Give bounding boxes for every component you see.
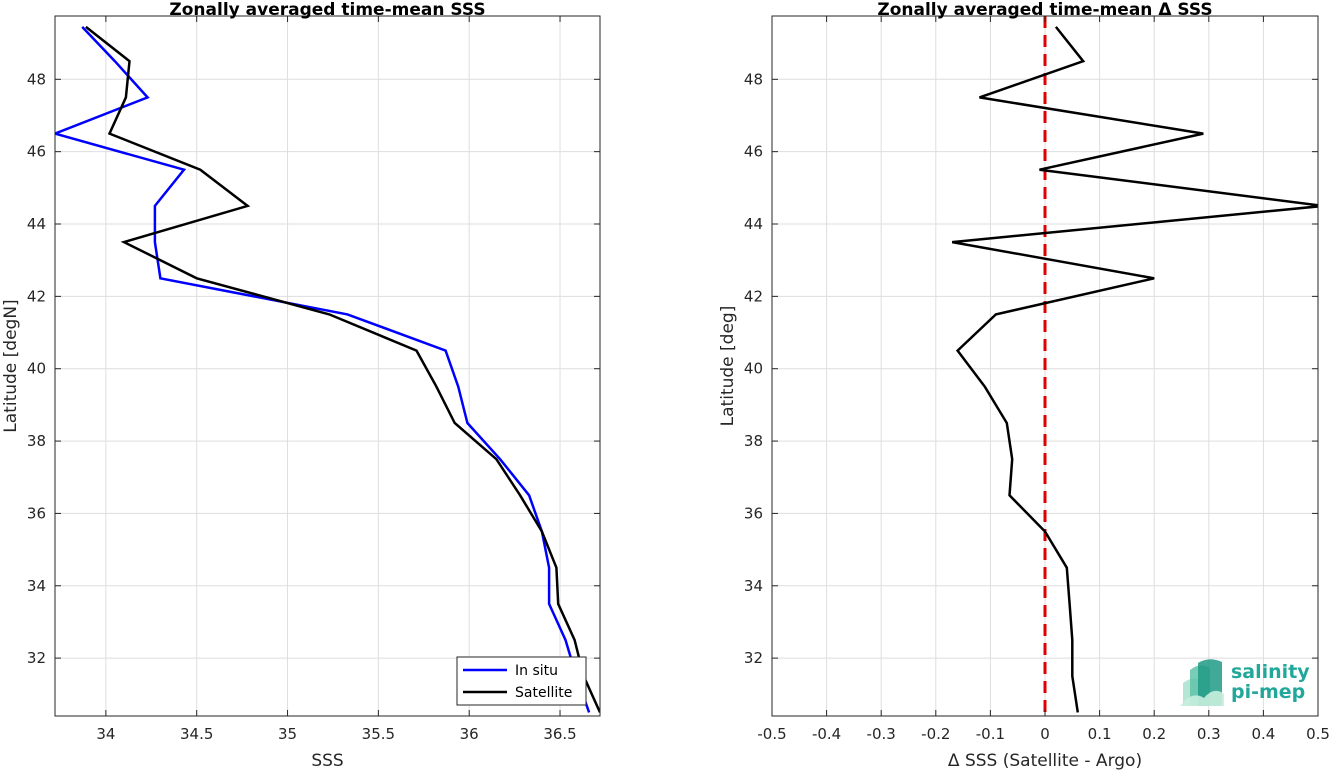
y-axis-label: Latitude [degN] bbox=[1, 299, 21, 432]
y-tick-label: 48 bbox=[27, 70, 46, 88]
legend-entry-label: Satellite bbox=[515, 685, 572, 701]
y-axis-label: Latitude [deg] bbox=[718, 306, 738, 427]
x-axis-label: SSS bbox=[311, 751, 343, 770]
x-tick-label: 35 bbox=[278, 725, 297, 743]
x-tick-label: 0.2 bbox=[1142, 725, 1166, 743]
x-tick-label: 34 bbox=[96, 725, 115, 743]
y-tick-label: 38 bbox=[27, 432, 46, 450]
sss-panel: 34 34.5 35 35.5 36 36.5 32 34 36 38 40 42 44 46 48 Zona… bbox=[1, 0, 600, 770]
x-tick-label: 0.4 bbox=[1251, 725, 1275, 743]
y-tick-label: 42 bbox=[744, 287, 763, 305]
chart-title: Zonally averaged time-mean Δ SSS bbox=[877, 0, 1212, 20]
y-tick-label: 40 bbox=[744, 360, 763, 378]
plot-area bbox=[55, 16, 600, 716]
y-tick-label: 38 bbox=[744, 432, 763, 450]
x-tick-label: -0.5 bbox=[757, 725, 786, 743]
y-tick-label: 44 bbox=[744, 215, 763, 233]
x-tick-label: -0.4 bbox=[812, 725, 841, 743]
x-tick-label: -0.2 bbox=[921, 725, 950, 743]
y-tick-label: 42 bbox=[27, 287, 46, 305]
x-tick-label: -0.1 bbox=[976, 725, 1005, 743]
y-tick-label: 48 bbox=[744, 70, 763, 88]
y-tick-label: 36 bbox=[27, 504, 46, 522]
y-tick-label: 32 bbox=[27, 649, 46, 667]
x-tick-label: 35.5 bbox=[362, 725, 395, 743]
x-tick-label: 0.5 bbox=[1306, 725, 1330, 743]
y-tick-label: 40 bbox=[27, 360, 46, 378]
x-axis-label: Δ SSS (Satellite - Argo) bbox=[948, 751, 1142, 770]
y-tick-label: 32 bbox=[744, 649, 763, 667]
x-tick-label: 36 bbox=[460, 725, 479, 743]
legend-entry-label: In situ bbox=[515, 663, 558, 679]
y-tick-label: 44 bbox=[27, 215, 46, 233]
x-tick-label: 36.5 bbox=[543, 725, 576, 743]
y-tick-label: 36 bbox=[744, 504, 763, 522]
delta-sss-panel: -0.5 -0.4 -0.3 -0.2 -0.1 0 0.1 0.2 0.3 0.4 0.5 32 34… bbox=[718, 0, 1330, 770]
chart-title: Zonally averaged time-mean SSS bbox=[169, 0, 485, 20]
salinity-pi-mep-logo: salinity pi-mep bbox=[1180, 659, 1310, 706]
y-tick-label: 34 bbox=[744, 577, 763, 595]
x-tick-label: 0.3 bbox=[1197, 725, 1221, 743]
y-tick-label: 46 bbox=[27, 143, 46, 161]
y-tick-label: 46 bbox=[744, 143, 763, 161]
x-tick-label: 0.1 bbox=[1088, 725, 1112, 743]
x-tick-label: -0.3 bbox=[867, 725, 896, 743]
x-tick-label: 0 bbox=[1040, 725, 1050, 743]
x-tick-label: 34.5 bbox=[180, 725, 213, 743]
logo-line1: salinity bbox=[1231, 661, 1310, 683]
legend: In situ Satellite bbox=[457, 657, 586, 705]
y-tick-label: 34 bbox=[27, 577, 46, 595]
logo-line2: pi-mep bbox=[1231, 681, 1305, 703]
